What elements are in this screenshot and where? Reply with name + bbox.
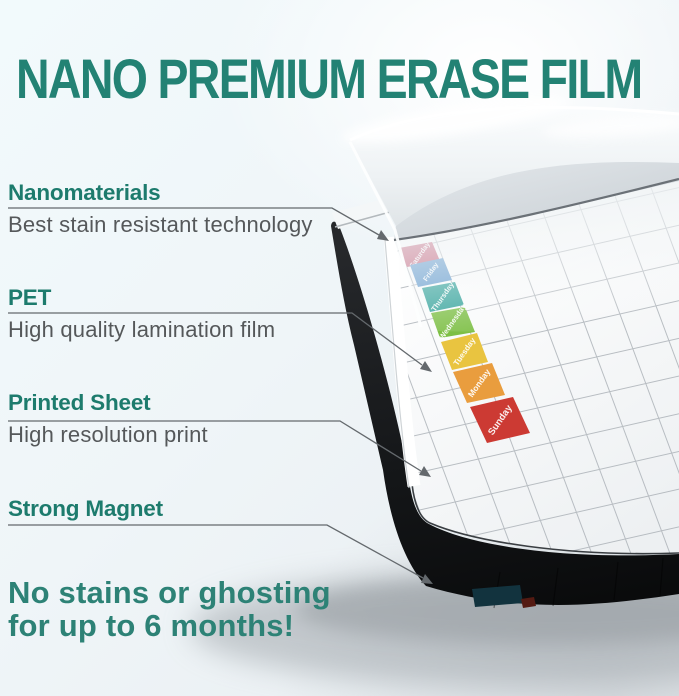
footer-line-1: No stains or ghosting — [8, 575, 331, 610]
page-title: NANO PREMIUM ERASE FILM — [16, 47, 643, 110]
pet-film-overlay — [394, 179, 679, 332]
footer-line-2: for up to 6 months! — [8, 608, 295, 643]
footer-note: No stains or ghosting for up to 6 months… — [8, 576, 331, 642]
film-edge-dark-curve — [393, 177, 679, 242]
layer-label-nanomaterials: Nanomaterials Best stain resistant techn… — [8, 180, 313, 238]
layer-heading: Printed Sheet — [8, 390, 151, 415]
magnet-base-layer — [331, 221, 679, 605]
layer-description: High quality lamination film — [8, 317, 276, 342]
day-tab-tuesday: Tuesday — [441, 333, 488, 370]
layer-description: Best stain resistant technology — [8, 212, 313, 237]
layer-label-printed-sheet: Printed Sheet High resolution print — [8, 390, 208, 448]
magnet-label-sticker-red — [521, 597, 536, 608]
layer-heading: Strong Magnet — [8, 496, 163, 521]
sheet-bottom-edge — [411, 483, 679, 555]
layer-heading: Nanomaterials — [8, 180, 161, 205]
layer-label-strong-magnet: Strong Magnet — [8, 497, 163, 521]
day-tab-sunday: Sunday — [470, 397, 530, 443]
layer-description: High resolution print — [8, 422, 208, 447]
film-top-highlight-2 — [543, 115, 679, 139]
film-mid-band — [394, 161, 679, 240]
magnet-label-sticker — [472, 585, 523, 607]
layer-label-pet: PET High quality lamination film — [8, 285, 276, 343]
film-left-edge-line — [348, 141, 423, 328]
film-top-highlight — [341, 97, 569, 143]
layer-heading: PET — [8, 285, 52, 310]
day-tab-monday: Monday — [453, 363, 505, 403]
